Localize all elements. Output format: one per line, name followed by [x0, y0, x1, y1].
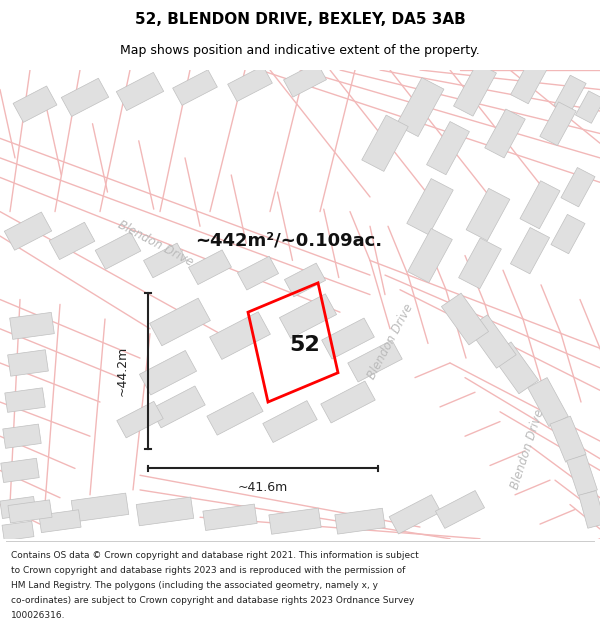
Polygon shape [49, 222, 95, 259]
Polygon shape [579, 491, 600, 528]
Polygon shape [10, 312, 55, 339]
Polygon shape [8, 500, 52, 523]
Polygon shape [207, 392, 263, 435]
Polygon shape [284, 263, 326, 297]
Polygon shape [149, 298, 211, 346]
Polygon shape [485, 109, 525, 158]
Text: ~41.6m: ~41.6m [238, 481, 288, 494]
Polygon shape [321, 381, 375, 423]
Polygon shape [269, 508, 321, 534]
Text: 100026316.: 100026316. [11, 611, 65, 620]
Text: 52: 52 [290, 336, 320, 356]
Polygon shape [551, 214, 585, 254]
Polygon shape [263, 401, 317, 442]
Polygon shape [362, 115, 408, 171]
Polygon shape [280, 294, 337, 338]
Polygon shape [3, 424, 41, 448]
Polygon shape [468, 315, 516, 368]
Polygon shape [348, 340, 402, 382]
Text: HM Land Registry. The polygons (including the associated geometry, namely x, y: HM Land Registry. The polygons (includin… [11, 581, 378, 590]
Polygon shape [8, 350, 49, 376]
Polygon shape [151, 386, 205, 428]
Polygon shape [335, 508, 385, 534]
Text: to Crown copyright and database rights 2023 and is reproduced with the permissio: to Crown copyright and database rights 2… [11, 566, 405, 575]
Polygon shape [491, 342, 539, 394]
Polygon shape [511, 56, 550, 104]
Text: Map shows position and indicative extent of the property.: Map shows position and indicative extent… [120, 44, 480, 57]
Text: ~44.2m: ~44.2m [115, 346, 128, 396]
Polygon shape [528, 378, 568, 426]
Polygon shape [238, 256, 278, 290]
Polygon shape [61, 78, 109, 116]
Polygon shape [554, 75, 586, 114]
Text: Blendon Drive: Blendon Drive [365, 302, 415, 381]
Polygon shape [575, 91, 600, 123]
Polygon shape [4, 212, 52, 250]
Text: 52, BLENDON DRIVE, BEXLEY, DA5 3AB: 52, BLENDON DRIVE, BEXLEY, DA5 3AB [134, 12, 466, 27]
Text: Contains OS data © Crown copyright and database right 2021. This information is : Contains OS data © Crown copyright and d… [11, 551, 419, 560]
Polygon shape [284, 62, 326, 97]
Polygon shape [322, 318, 374, 359]
Text: co-ordinates) are subject to Crown copyright and database rights 2023 Ordnance S: co-ordinates) are subject to Crown copyr… [11, 596, 414, 605]
Polygon shape [139, 351, 197, 395]
Polygon shape [227, 66, 272, 101]
Polygon shape [550, 416, 586, 462]
Text: Blendon Drive: Blendon Drive [509, 408, 547, 491]
Polygon shape [389, 495, 441, 534]
Polygon shape [511, 228, 550, 274]
Polygon shape [466, 188, 510, 241]
Polygon shape [2, 521, 34, 541]
Polygon shape [117, 401, 163, 438]
Polygon shape [561, 168, 595, 207]
Polygon shape [203, 504, 257, 531]
Polygon shape [407, 229, 452, 282]
Polygon shape [209, 312, 271, 359]
Polygon shape [458, 238, 502, 289]
Polygon shape [520, 181, 560, 229]
Polygon shape [0, 496, 36, 519]
Polygon shape [5, 388, 45, 412]
Polygon shape [71, 493, 129, 522]
Polygon shape [95, 232, 141, 269]
Polygon shape [136, 497, 194, 526]
Polygon shape [407, 179, 453, 235]
Polygon shape [116, 72, 164, 111]
Polygon shape [427, 121, 469, 175]
Polygon shape [396, 78, 444, 136]
Polygon shape [13, 86, 57, 123]
Polygon shape [540, 102, 576, 146]
Polygon shape [1, 458, 39, 482]
Text: ~442m²/~0.109ac.: ~442m²/~0.109ac. [195, 232, 382, 250]
Polygon shape [442, 293, 488, 345]
Polygon shape [454, 63, 496, 116]
Text: Blendon Drive: Blendon Drive [115, 219, 195, 269]
Polygon shape [39, 510, 81, 532]
Polygon shape [566, 454, 598, 496]
Polygon shape [436, 491, 485, 528]
Polygon shape [188, 250, 232, 284]
Polygon shape [143, 243, 187, 278]
Polygon shape [173, 70, 217, 106]
